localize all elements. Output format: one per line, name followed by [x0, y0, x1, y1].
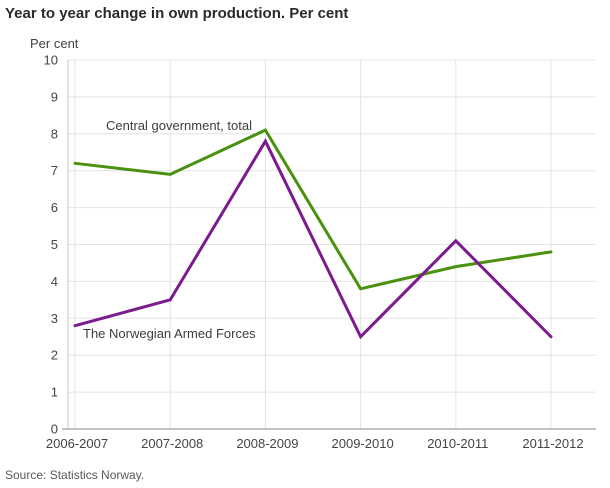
x-category-label: 2007-2008 [141, 436, 203, 451]
x-category-label: 2008-2009 [236, 436, 298, 451]
source-text: Source: Statistics Norway. [5, 468, 145, 482]
x-category-label: 2006-2007 [46, 436, 108, 451]
y-tick-label: 5 [51, 237, 58, 252]
chart-title: Year to year change in own production. P… [5, 5, 349, 22]
y-tick-label: 7 [51, 163, 58, 178]
y-tick-label: 8 [51, 126, 58, 141]
y-tick-label: 6 [51, 200, 58, 215]
series-label-norwegian-armed-forces: The Norwegian Armed Forces [83, 326, 256, 341]
y-tick-label: 2 [51, 348, 58, 363]
series-line-1 [73, 138, 553, 340]
y-tick-label: 9 [51, 89, 58, 104]
y-tick-label: 3 [51, 311, 58, 326]
y-tick-label: 1 [51, 385, 58, 400]
y-tick-label: 4 [51, 274, 58, 289]
series-line-0 [73, 128, 553, 291]
x-category-label: 2011-2012 [522, 436, 583, 451]
y-axis-unit-label: Per cent [30, 36, 79, 51]
x-category-label: 2009-2010 [332, 436, 394, 451]
x-category-label: 2010-2011 [427, 436, 488, 451]
y-tick-label: 10 [44, 53, 58, 68]
y-tick-label: 0 [51, 422, 58, 437]
series-label-central-government-total: Central government, total [106, 118, 252, 133]
